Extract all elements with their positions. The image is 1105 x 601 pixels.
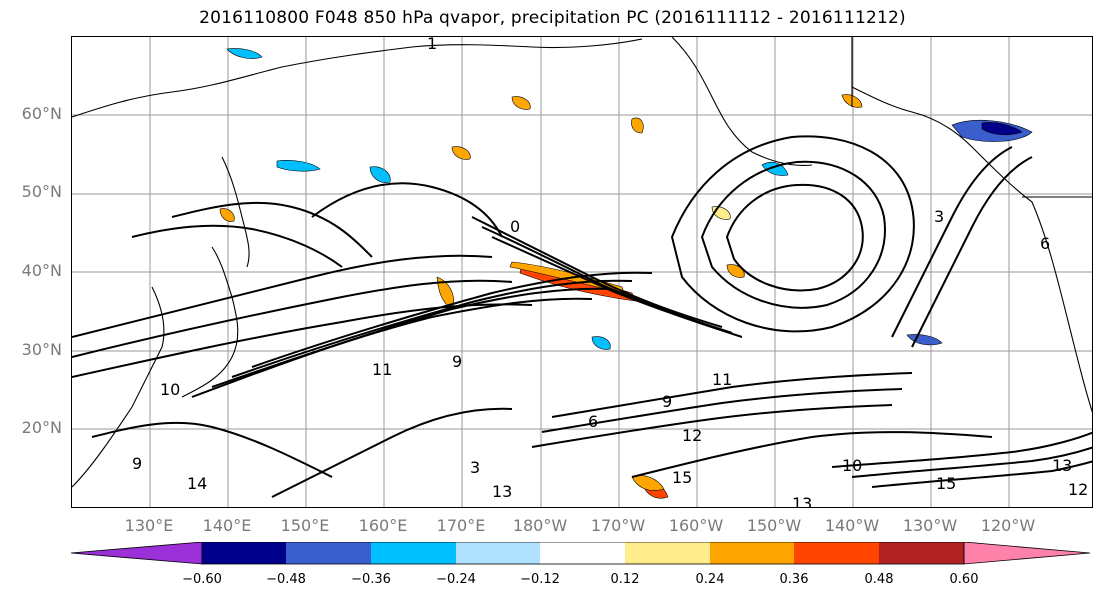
lat-label-40n: 40°N (21, 261, 62, 280)
lon-label-150w: 150°W (746, 516, 802, 535)
lat-label-30n: 30°N (21, 340, 62, 359)
colorbar-tick: −0.36 (351, 572, 391, 587)
colorbar-bin (625, 542, 710, 564)
lon-label-130e: 130°E (124, 516, 174, 535)
precip-patch (591, 336, 611, 350)
contour-label: 10 (842, 456, 862, 475)
lon-label-150e: 150°E (280, 516, 330, 535)
precip-patch (369, 166, 391, 183)
contour-label: 14 (187, 474, 207, 493)
lat-label-50n: 50°N (21, 182, 62, 201)
lon-label-180w: 180°W (512, 516, 568, 535)
colorbar-bin (456, 542, 540, 564)
lon-label-170w: 170°W (590, 516, 646, 535)
precip-patch (511, 96, 531, 110)
colorbar-bin (202, 542, 286, 564)
contour-label: 13 (792, 494, 812, 508)
lon-label-120w: 120°W (980, 516, 1036, 535)
contour-label: 12 (682, 426, 702, 445)
contour-lines (72, 135, 1092, 498)
contour-label: 1 (427, 37, 437, 53)
map-canvas: 1 0 3 6 9 10 11 12 13 14 15 15 13 12 10 … (72, 37, 1092, 508)
contour-labels: 1 0 3 6 9 10 11 12 13 14 15 15 13 12 10 … (132, 37, 1088, 508)
contour-label: 13 (1052, 456, 1072, 475)
colorbar-bin (540, 542, 625, 564)
colorbar-tick: 0.12 (610, 572, 640, 587)
colorbar-tick: −0.60 (182, 572, 222, 587)
contour-label: 11 (372, 360, 392, 379)
map-title: 2016110800 F048 850 hPa qvapor, precipit… (199, 8, 906, 28)
lat-label-60n: 60°N (21, 104, 62, 123)
colorbar-bin (710, 542, 794, 564)
precip-patch (631, 117, 644, 134)
colorbar-extend-high (963, 542, 1091, 565)
coastlines (72, 37, 1092, 488)
lon-label-160e: 160°E (358, 516, 408, 535)
contour-label: 6 (1040, 234, 1050, 253)
precip-patch (906, 334, 943, 346)
contour-label: 13 (492, 482, 512, 501)
contour-label: 9 (662, 392, 672, 411)
lon-label-140e: 140°E (202, 516, 252, 535)
colorbar-tick: −0.24 (436, 572, 476, 587)
colorbar-tick: 0.24 (695, 572, 725, 587)
contour-label: 3 (470, 458, 480, 477)
lon-label-160w: 160°W (668, 516, 724, 535)
contour-label: 6 (588, 412, 598, 431)
graticule (72, 37, 1092, 507)
colorbar (70, 542, 1091, 565)
precip-patch (981, 122, 1023, 136)
colorbar-bin (794, 542, 879, 564)
colorbar-tick: −0.48 (266, 572, 306, 587)
contour-label: 11 (712, 370, 732, 389)
precip-patch (631, 475, 665, 491)
precip-patch (219, 208, 235, 222)
colorbar-tick: 0.48 (864, 572, 894, 587)
precip-patch (226, 48, 263, 59)
contour-label: 15 (672, 468, 692, 487)
lon-label-170e: 170°E (436, 516, 486, 535)
contour-label: 9 (452, 352, 462, 371)
colorbar-bin (879, 542, 964, 564)
contour-label: 10 (160, 380, 180, 399)
precip-patch (276, 160, 321, 172)
colorbar-tick: 0.36 (779, 572, 809, 587)
colorbar-bin (371, 542, 456, 564)
precip-shading (219, 48, 1033, 499)
lon-label-140w: 140°W (824, 516, 880, 535)
colorbar-tick: −0.12 (520, 572, 560, 587)
contour-label: 15 (936, 474, 956, 493)
contour-label: 0 (510, 217, 520, 236)
precip-patch (726, 264, 745, 278)
precip-patch (451, 146, 471, 160)
contour-label: 9 (132, 454, 142, 473)
colorbar-tick: 0.60 (949, 572, 979, 587)
lat-label-20n: 20°N (21, 418, 62, 437)
contour-label: 3 (934, 207, 944, 226)
contour-label: 12 (1068, 480, 1088, 499)
lon-label-130w: 130°W (902, 516, 958, 535)
map-panel: 1 0 3 6 9 10 11 12 13 14 15 15 13 12 10 … (71, 36, 1093, 508)
colorbar-extend-low (70, 542, 203, 565)
colorbar-bin (286, 542, 371, 564)
